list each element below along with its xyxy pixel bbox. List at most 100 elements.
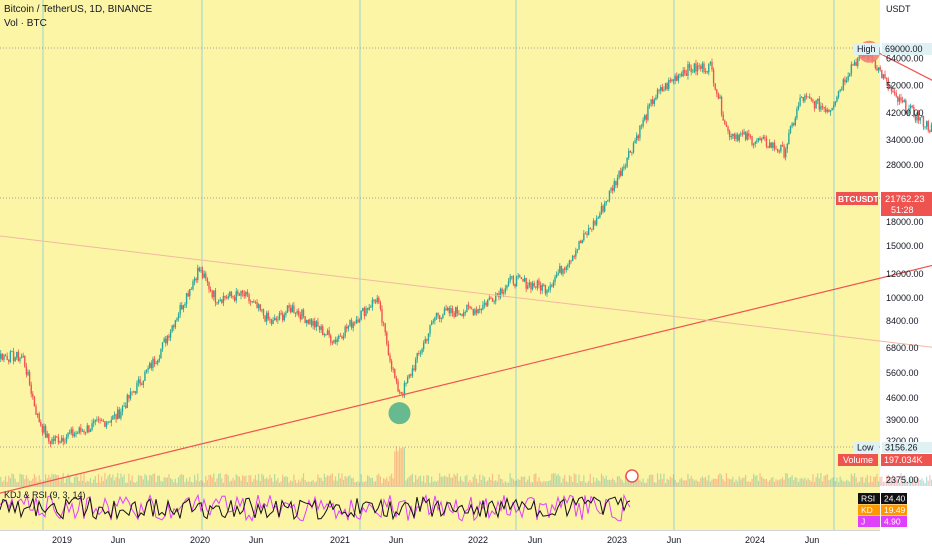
candle-body	[322, 326, 324, 336]
candle-body	[206, 278, 209, 283]
volume-bar	[637, 478, 639, 486]
candle-body	[161, 342, 164, 349]
candle-body	[424, 338, 426, 343]
volume-bar	[597, 480, 599, 486]
volume-bar	[592, 477, 595, 486]
volume-bar	[599, 481, 601, 486]
volume-bar	[797, 481, 800, 486]
candle-body	[549, 285, 551, 290]
volume-bar	[200, 480, 202, 486]
candle-body	[296, 310, 298, 314]
volume-bar	[591, 482, 593, 486]
volume-bar	[224, 474, 226, 486]
candle-body	[595, 218, 598, 225]
candle-body	[288, 305, 290, 308]
candle-body	[253, 301, 255, 303]
volume-bar	[392, 478, 394, 486]
volume-bar	[362, 481, 364, 486]
candle-body	[587, 228, 590, 236]
time-tick: 2023	[607, 535, 627, 545]
volume-bar	[520, 476, 522, 486]
volume-bar	[676, 482, 678, 486]
low-label-box	[853, 442, 879, 453]
candle-body	[772, 142, 774, 148]
high-value: 69000.00	[885, 44, 923, 54]
volume-bar	[576, 482, 579, 486]
candle-body	[102, 420, 104, 422]
volume-bar	[791, 475, 793, 486]
candle-body	[165, 338, 167, 344]
volume-bar	[282, 474, 284, 486]
volume-bar	[544, 481, 546, 486]
candle-body	[125, 405, 127, 408]
volume-bar	[285, 475, 287, 486]
candle-body	[594, 220, 596, 225]
volume-bar	[19, 473, 21, 486]
candle-body	[487, 299, 489, 306]
candle-body	[60, 437, 63, 442]
candle-body	[224, 295, 226, 298]
candle-body	[323, 334, 326, 336]
volume-bar	[153, 473, 156, 486]
volume-bar	[623, 482, 625, 486]
volume-bar	[551, 473, 553, 486]
volume-bar	[698, 481, 700, 486]
candle-body	[615, 181, 617, 186]
candle-body	[96, 419, 98, 421]
candle-body	[384, 323, 386, 333]
volume-bar	[358, 482, 361, 486]
candle-body	[583, 233, 585, 241]
volume-bar	[578, 474, 580, 486]
volume-bar	[536, 481, 538, 486]
candle-body	[112, 415, 114, 420]
volume-bar	[729, 479, 731, 486]
candle-body	[251, 301, 253, 303]
candle-body	[752, 143, 755, 145]
volume-bar	[45, 474, 47, 486]
candle-body	[676, 75, 678, 81]
time-tick: 2022	[468, 535, 488, 545]
volume-bar	[77, 476, 79, 486]
volume-bar	[727, 478, 729, 486]
volume-bar	[809, 480, 811, 486]
volume-bar	[342, 479, 345, 486]
volume-bar	[121, 477, 124, 486]
indicator-rsi-label-box	[858, 493, 880, 504]
volume-bar	[737, 481, 739, 486]
candle-body	[22, 355, 24, 357]
volume-bar	[687, 473, 689, 486]
volume-bar	[596, 478, 598, 486]
chart-subtitle: Vol · BTC	[4, 18, 47, 29]
candle-body	[342, 336, 345, 339]
candle-body	[466, 304, 468, 313]
candle-body	[150, 363, 153, 369]
candle-body	[99, 419, 101, 421]
volume-bar	[419, 475, 422, 486]
volume-bar	[906, 481, 909, 486]
candle-body	[310, 319, 313, 326]
volume-bar	[882, 481, 884, 486]
volume-bar	[769, 480, 771, 486]
candle-body	[800, 97, 803, 98]
volume-bar	[270, 477, 273, 486]
volume-bar	[445, 476, 447, 486]
candle-body	[664, 83, 667, 90]
candle-body	[126, 394, 129, 408]
candle-body	[780, 145, 782, 152]
volume-bar	[930, 479, 932, 486]
volume-bar	[754, 475, 756, 486]
volume-bar	[184, 482, 186, 486]
candle-body	[472, 309, 475, 315]
volume-bar	[834, 481, 836, 486]
volume-bar	[594, 481, 596, 486]
volume-bar	[743, 477, 745, 486]
candle-body	[589, 228, 591, 230]
volume-bar	[48, 474, 50, 486]
candle-body	[44, 426, 47, 438]
volume-bar	[504, 481, 506, 486]
volume-bar	[757, 480, 760, 486]
volume-bar	[120, 473, 122, 486]
candle-body	[892, 91, 894, 92]
candle-body	[355, 319, 358, 324]
